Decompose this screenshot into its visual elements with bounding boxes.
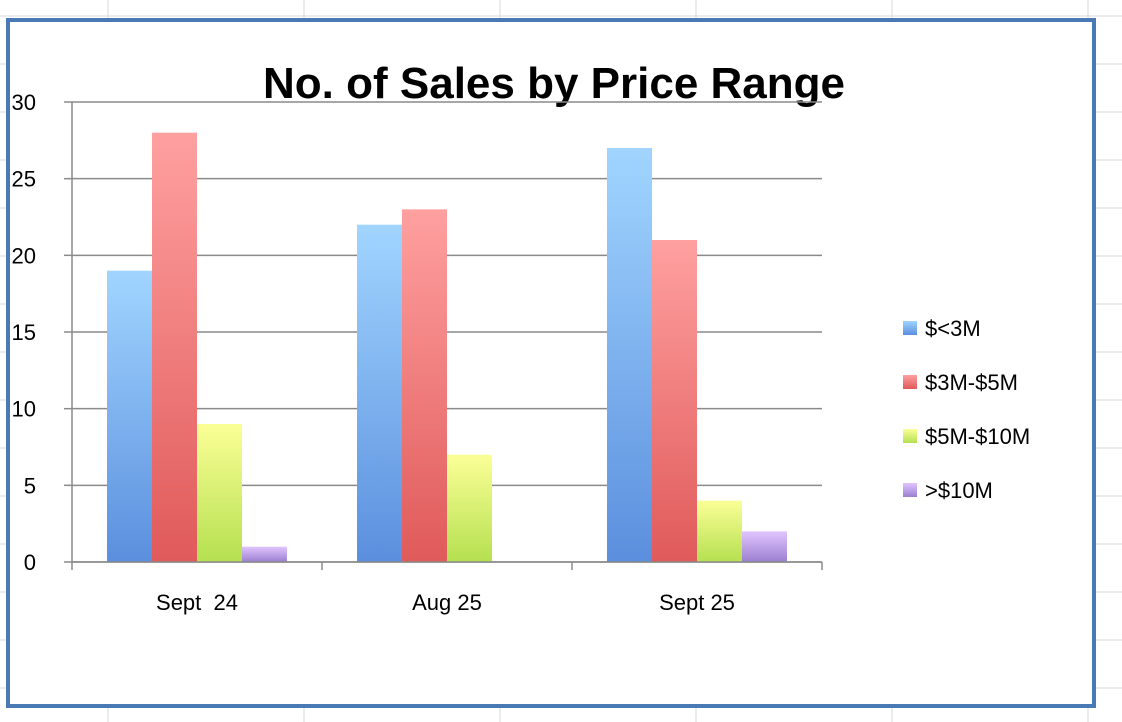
legend-swatch bbox=[903, 375, 917, 389]
bar bbox=[197, 424, 242, 562]
bar bbox=[447, 454, 492, 562]
chart-container[interactable]: No. of Sales by Price Range 0 5 10 15 20 25 30… bbox=[6, 18, 1096, 708]
legend-swatch bbox=[903, 483, 917, 497]
bar bbox=[652, 240, 697, 562]
y-tick-label: 25 bbox=[12, 167, 36, 192]
bar-chart: No. of Sales by Price Range 0 5 10 15 20 25 30… bbox=[12, 59, 1031, 615]
x-tick-label: Sept 25 bbox=[659, 590, 735, 615]
bar bbox=[697, 500, 742, 562]
bars bbox=[107, 132, 787, 563]
bar bbox=[107, 270, 152, 562]
y-tick-label: 15 bbox=[12, 320, 36, 345]
legend-label: $5M-$10M bbox=[925, 424, 1030, 449]
bar bbox=[742, 531, 787, 562]
y-tick-label: 10 bbox=[12, 397, 36, 422]
bar bbox=[242, 546, 287, 562]
y-tick-label: 30 bbox=[12, 90, 36, 115]
legend-label: $3M-$5M bbox=[925, 370, 1018, 395]
axes: 0 5 10 15 20 25 30 Sept 24 Aug 25 Sept 25 bbox=[12, 90, 823, 615]
x-tick-label: Sept 24 bbox=[156, 590, 238, 615]
legend-swatch bbox=[903, 321, 917, 335]
x-tick-label: Aug 25 bbox=[412, 590, 482, 615]
legend-swatch bbox=[903, 429, 917, 443]
legend-label: $<3M bbox=[925, 316, 981, 341]
y-tick-label: 5 bbox=[24, 473, 36, 498]
y-tick-label: 0 bbox=[24, 550, 36, 575]
legend-label: >$10M bbox=[925, 478, 993, 503]
y-tick-label: 20 bbox=[12, 243, 36, 268]
bar bbox=[607, 148, 652, 562]
bar bbox=[357, 224, 402, 562]
legend: $<3M $3M-$5M $5M-$10M >$10M bbox=[903, 316, 1030, 503]
chart-title: No. of Sales by Price Range bbox=[263, 59, 845, 108]
bar bbox=[152, 132, 197, 562]
bar bbox=[402, 209, 447, 563]
